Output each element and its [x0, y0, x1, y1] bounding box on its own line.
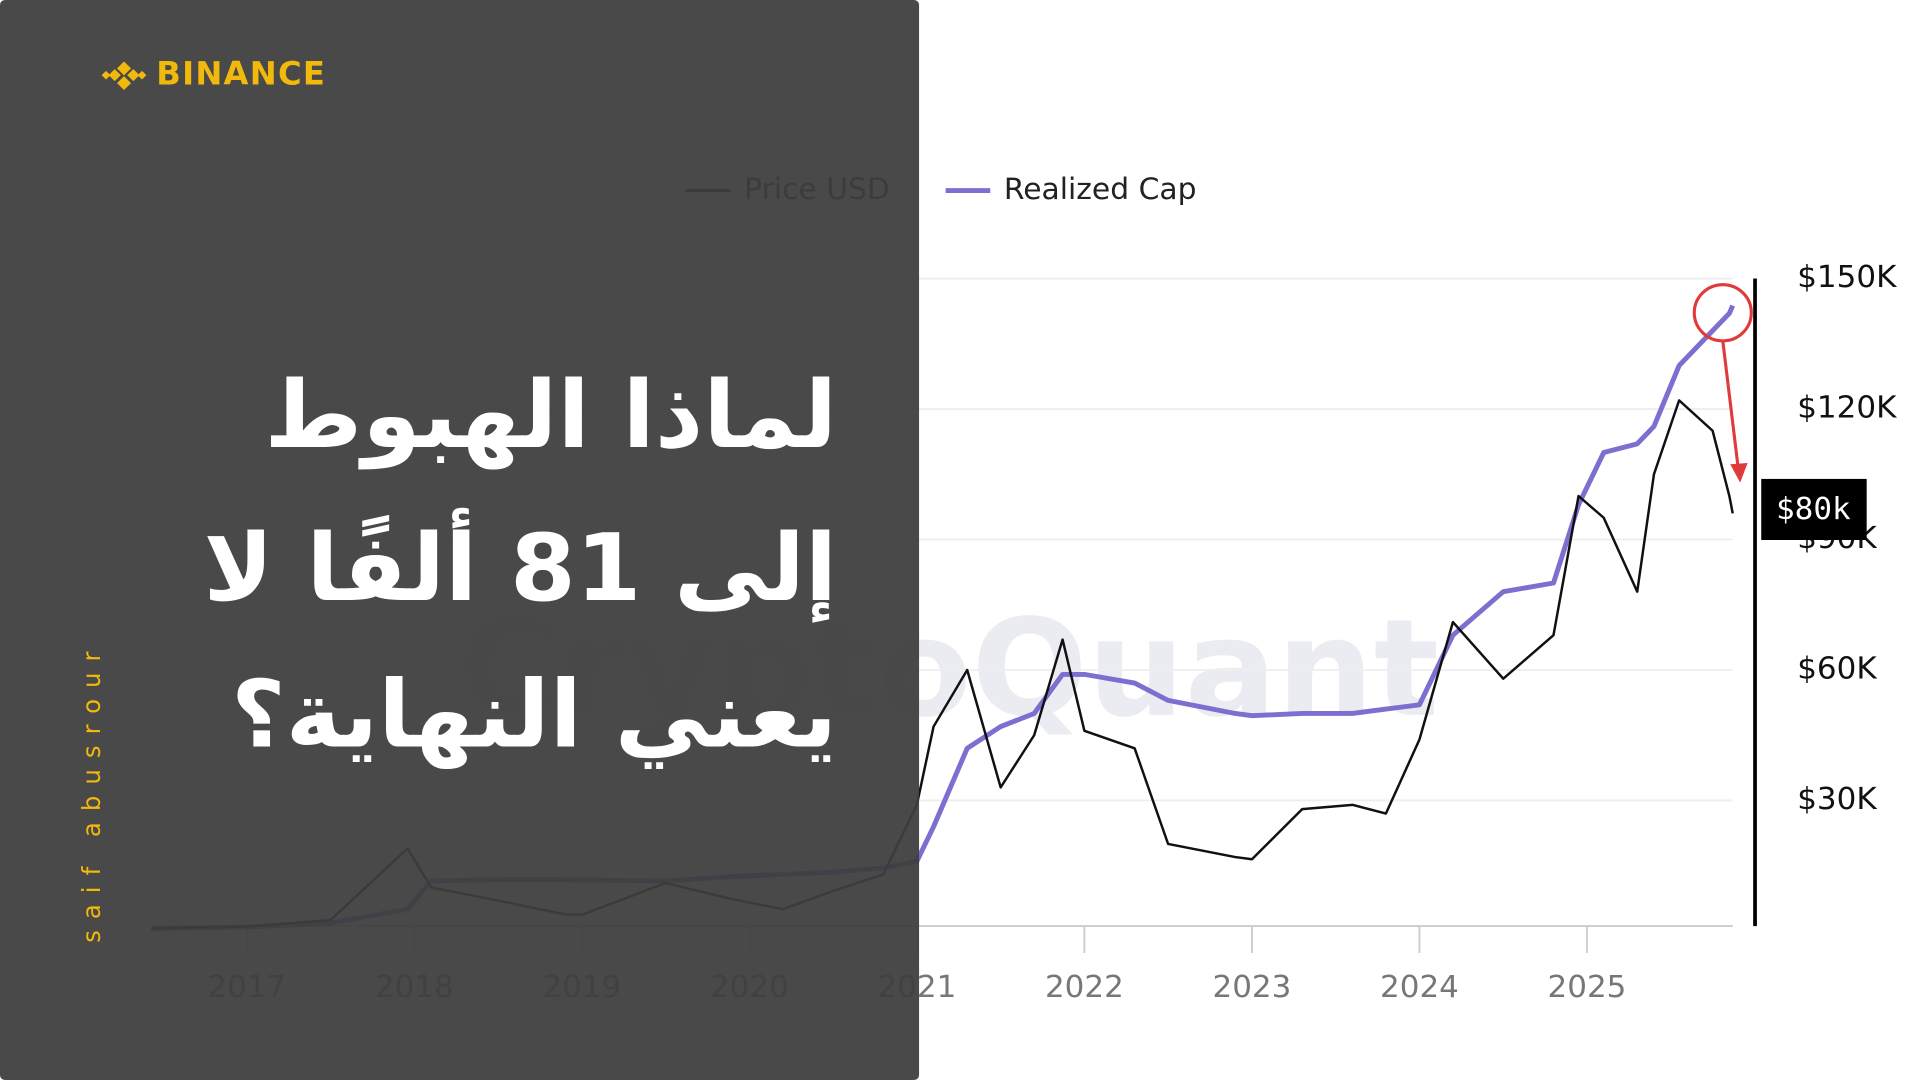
- y-tick-label: $150K: [1797, 259, 1897, 295]
- arrow-head: [1730, 463, 1748, 483]
- brand-logo: [101, 61, 147, 90]
- annotations: $80k: [1692, 283, 1867, 540]
- x-tick-label: 2024: [1380, 969, 1459, 1005]
- price-badge-text: $80k: [1776, 491, 1851, 527]
- price-badge: [1761, 478, 1867, 540]
- author: saif abusrour: [77, 640, 106, 942]
- highlight-circle: [1692, 283, 1753, 343]
- y-tick-label: $30K: [1797, 781, 1877, 817]
- arrow-shaft: [1721, 340, 1741, 475]
- headline-line: إلى 81 ألفًا لا: [203, 508, 837, 623]
- headline-line: لماذا الهبوط: [264, 362, 837, 470]
- overlay: BINANCE لماذا الهبوط إلى 81 ألفًا لا يعن…: [0, 0, 920, 1080]
- brand-name: BINANCE: [156, 55, 326, 93]
- x-tick-label: 2023: [1212, 969, 1291, 1005]
- dark-panel: [0, 0, 920, 1080]
- y-tick-label: $120K: [1797, 390, 1897, 426]
- legend-label: Realized Cap: [1004, 172, 1197, 206]
- x-tick-label: 2025: [1548, 969, 1627, 1005]
- headline-line: يعني النهاية؟: [231, 661, 837, 769]
- x-tick-label: 2022: [1045, 969, 1124, 1005]
- y-tick-label: $60K: [1797, 651, 1877, 687]
